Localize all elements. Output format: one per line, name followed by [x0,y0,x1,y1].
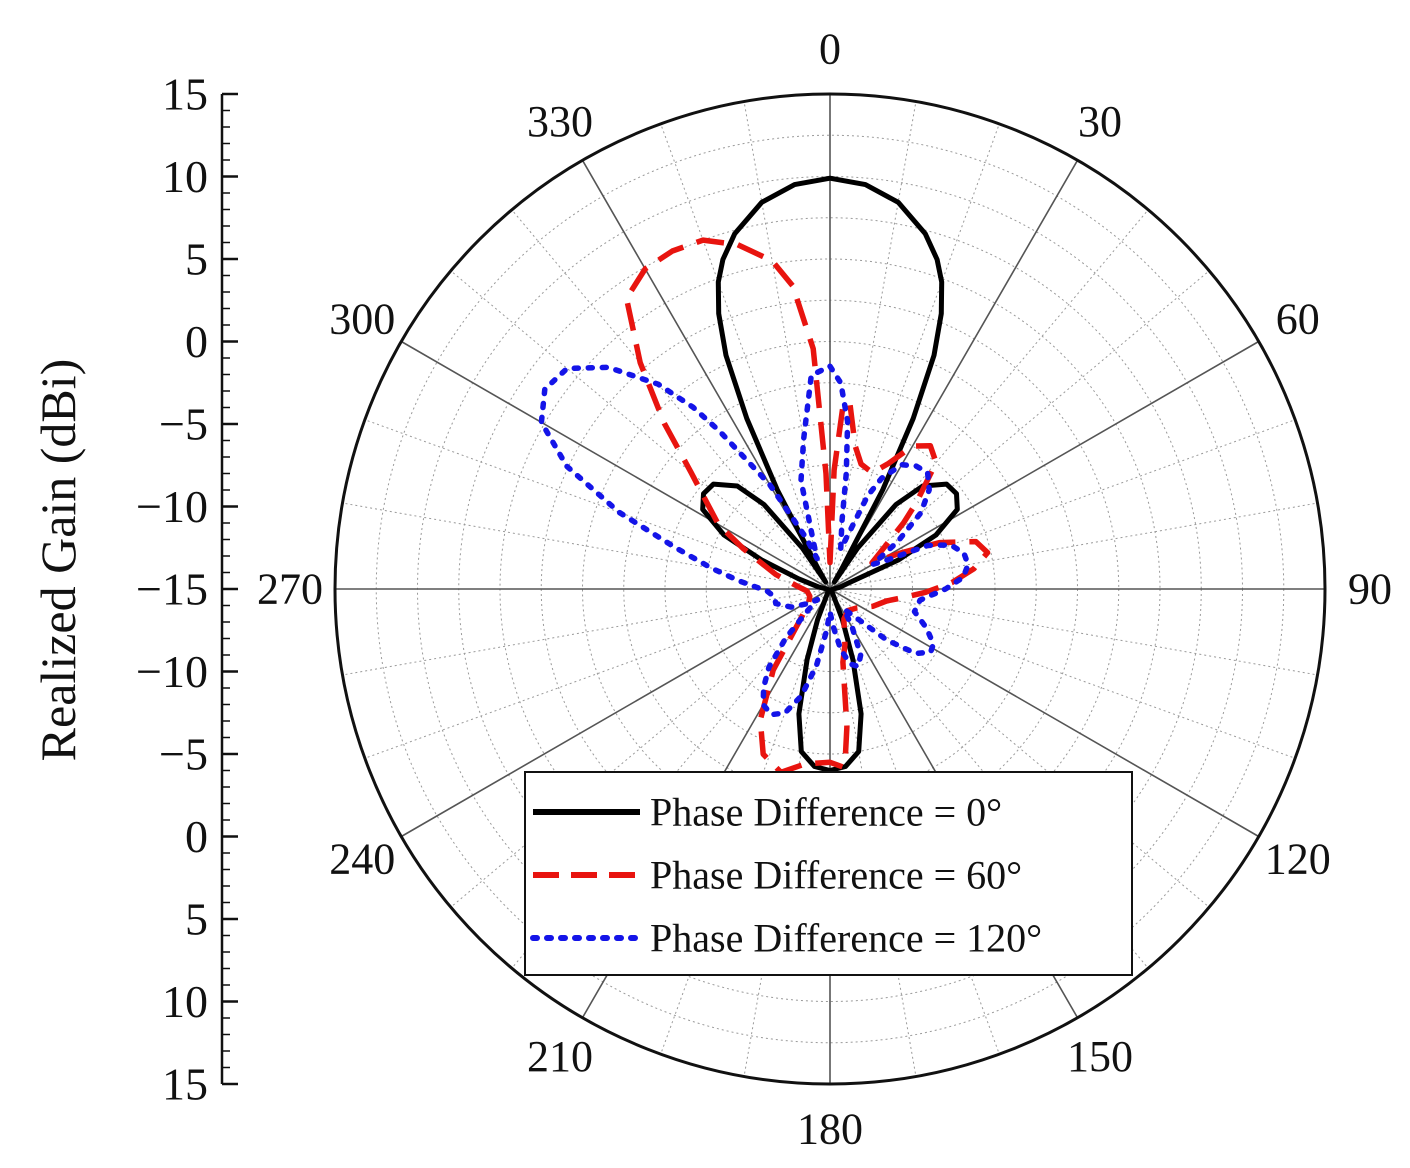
angle-tick-label: 90 [1348,565,1392,614]
y-axis-label: Realized Gain (dBi) [30,359,86,762]
angle-tick-label: 120 [1265,835,1331,884]
legend-label-2: Phase Difference = 60° [650,853,1022,898]
legend: Phase Difference = 0° Phase Difference = … [524,771,1133,976]
angle-tick-label: 240 [329,835,395,884]
series-line-3 [538,363,971,718]
grid-spoke [660,123,831,590]
grid-spoke [829,123,1000,590]
angle-spoke [829,340,1260,590]
angle-tick-label: 0 [819,25,841,74]
angle-tick-label: 180 [797,1105,863,1154]
angle-spoke [829,588,1260,838]
radial-tick-label: 5 [185,894,208,945]
angle-tick-label: 210 [527,1032,593,1081]
radial-tick-label: −10 [136,481,208,532]
radial-tick-label: 15 [162,69,208,120]
angle-spoke [829,159,1079,590]
angle-tick-label: 270 [257,565,323,614]
grid-spoke [511,209,831,590]
angle-tick-label: 150 [1067,1032,1133,1081]
legend-label-1: Phase Difference = 0° [650,790,1002,835]
angle-tick-labels: 0 30 60 90 120 150 180 210 240 270 300 330 [257,25,1392,1154]
radial-tick-label: 10 [162,151,208,202]
radial-tick-label: −15 [136,564,208,615]
radial-tick-label: 15 [162,1059,208,1110]
radial-tick-label: 0 [185,811,208,862]
angle-spoke [400,340,831,590]
angle-tick-label: 300 [329,295,395,344]
radial-tick-label: −5 [159,729,208,780]
radial-tick-label: 5 [185,234,208,285]
angle-tick-label: 30 [1078,97,1122,146]
legend-label-3: Phase Difference = 120° [650,916,1042,961]
outer-ring [333,92,1327,1086]
series-line-1 [700,175,960,773]
series-lines [538,175,991,776]
radial-tick-label: 0 [185,316,208,367]
angle-spoke [581,159,831,590]
radial-tick-label: −10 [136,646,208,697]
angle-tick-label: 330 [527,97,593,146]
angle-spoke [400,588,831,838]
radial-tick-label: 10 [162,976,208,1027]
grid-spoke [450,270,831,590]
radial-tick-label: −5 [159,399,208,450]
series-line-2 [623,237,991,776]
radial-axis: 15 10 5 0 −5 −10 −15 −10 −5 0 5 10 15 [136,69,238,1110]
angle-tick-label: 60 [1276,295,1320,344]
